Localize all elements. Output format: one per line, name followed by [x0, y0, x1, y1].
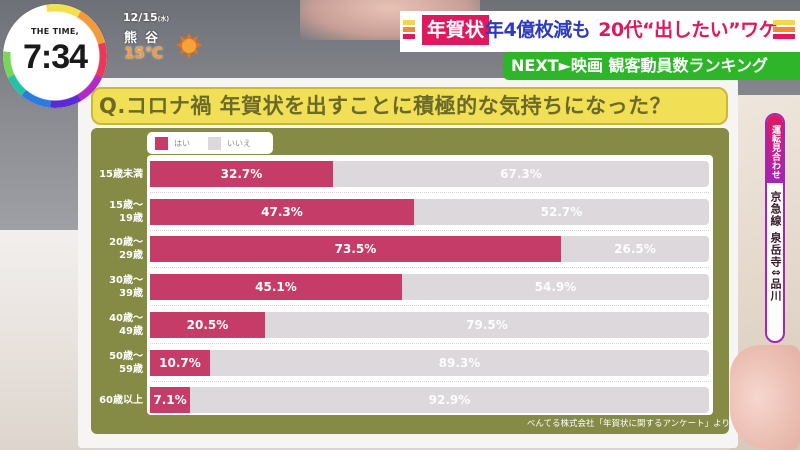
traffic-detail: 京急線 泉岳寺⇕品川 — [769, 191, 782, 303]
program-logo: THE TIME, — [30, 27, 79, 36]
date-text: 12/15 — [123, 11, 158, 24]
weekday-text: (水) — [157, 16, 170, 23]
legend-label-no: いいえ — [227, 138, 251, 148]
row-label: 30歳〜 39歳 — [92, 274, 147, 300]
row-label-line: 29歳 — [119, 250, 143, 262]
bar-no: 79.5% — [466, 317, 508, 332]
row-label-line: 50歳〜 — [109, 350, 143, 362]
bar-yes: 10.7% — [150, 349, 210, 376]
weather-temperature: 15℃ — [124, 44, 164, 62]
row-label: 20歳〜 29歳 — [92, 236, 147, 262]
bar-yes: 47.3% — [150, 198, 414, 225]
bar-yes: 20.5% — [150, 311, 265, 338]
bar-no: 89.3% — [438, 355, 481, 370]
legend-item-yes: はい — [155, 136, 190, 150]
headline-stripes-left — [403, 20, 415, 41]
legend-label-yes: はい — [174, 138, 190, 148]
row-separator — [150, 342, 709, 344]
row-label: 15歳〜 19歳 — [92, 199, 147, 225]
row-label-line: 40歳〜 — [109, 312, 143, 324]
bar-track: 45.1% 54.9% — [150, 274, 709, 301]
legend-item-no: いいえ — [208, 136, 251, 150]
row-separator — [150, 267, 709, 269]
headline-text: 年4億枚減も 20代“出したい”ワケ — [485, 15, 778, 45]
bar-no: 92.9% — [428, 393, 471, 408]
row-label: 40歳〜 49歳 — [92, 312, 147, 338]
row-separator — [150, 380, 709, 382]
row-label: 60歳以上 — [92, 394, 147, 407]
bar-yes: 45.1% — [150, 274, 402, 301]
clock-time: 7:34 — [22, 38, 88, 76]
weather-date: 12/15(水) — [123, 11, 169, 24]
next-segment-banner: NEXT►映画 観客動員数ランキング — [503, 52, 800, 80]
row-label-line: 60歳以上 — [99, 395, 143, 407]
source-note: べんてる株式会社「年賀状に関するアンケート」より — [526, 419, 730, 429]
bar-yes: 32.7% — [150, 161, 333, 187]
bar-track: 47.3% 52.7% — [150, 198, 709, 225]
legend-swatch-no — [208, 136, 221, 150]
clock-ring — [3, 4, 107, 108]
row-separator — [150, 305, 709, 307]
row-label-line: 20歳〜 — [109, 237, 143, 249]
weather-city: 熊谷 — [124, 31, 167, 46]
bar-yes: 7.1% — [150, 387, 190, 414]
chart-legend: はい いいえ — [147, 132, 273, 154]
bar-no: 26.5% — [614, 242, 656, 257]
headline-stripes-right — [773, 20, 795, 41]
question-banner: Q.コロナ禍 年賀状を出すことに積極的な気持ちになった？ — [91, 87, 728, 125]
bar-track: 32.7% 67.3% — [150, 161, 709, 187]
bar-track: 10.7% 89.3% — [150, 349, 709, 376]
row-label-line: 19歳 — [119, 212, 143, 224]
row-label-line: 30歳〜 — [109, 275, 143, 287]
bar-track: 73.5% 26.5% — [150, 236, 709, 263]
bar-no: 67.3% — [500, 167, 542, 181]
headline-tag: 年賀状 — [422, 15, 490, 45]
row-label: 50歳〜 59歳 — [92, 350, 147, 376]
row-separator — [150, 192, 709, 193]
row-label: 15歳未満 — [92, 168, 147, 181]
headline-highlight: 20代“出したい”ワケ — [598, 19, 778, 41]
presenter-hand — [730, 345, 800, 450]
bar-track: 7.1% 92.9% — [150, 387, 709, 414]
row-label-line: 15歳未満 — [99, 169, 143, 180]
legend-swatch-yes — [155, 136, 168, 150]
bar-yes: 73.5% — [150, 236, 561, 263]
traffic-notice: 運転見合わせ 京急線 泉岳寺⇕品川 — [765, 113, 785, 343]
row-label-line: 59歳 — [119, 363, 143, 375]
row-label-line: 15歳〜 — [109, 199, 143, 211]
row-label-line: 49歳 — [119, 325, 143, 337]
row-separator — [150, 229, 709, 231]
headline-main: 年4億枚減も — [485, 19, 591, 41]
row-label-line: 39歳 — [119, 288, 143, 300]
bar-no: 52.7% — [540, 204, 583, 219]
traffic-status: 運転見合わせ — [767, 115, 783, 183]
bar-track: 20.5% 79.5% — [150, 311, 709, 338]
sun-icon — [176, 33, 202, 59]
bar-no: 54.9% — [534, 280, 577, 295]
